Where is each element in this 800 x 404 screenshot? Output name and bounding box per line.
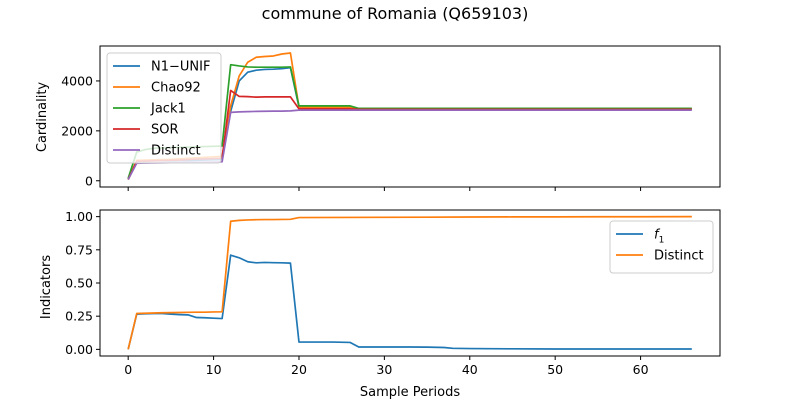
x-tick-label: 30 <box>376 362 392 377</box>
x-tick-label: 60 <box>633 362 649 377</box>
y-tick-label: 2000 <box>61 123 93 138</box>
legend-label-jack1: Jack1 <box>150 102 186 117</box>
indicators-panel: 0 10 20 30 40 50 60 0.00 0.25 0.50 0.75 1.00 Indicat… <box>39 209 721 400</box>
series-line-distinct <box>127 215 692 350</box>
x-tick-label: 40 <box>462 362 478 377</box>
legend: f1 Distinct <box>609 220 714 274</box>
y-tick-label: 1.00 <box>65 209 93 224</box>
x-axis-label: Sample Periods <box>360 385 460 400</box>
y-tick-label: 0.25 <box>65 309 93 324</box>
y-tick-label: 0.50 <box>65 276 93 291</box>
series-line-f1 <box>127 254 692 350</box>
cardinality-panel: 0 2000 4000 Cardinality N1−UNIF Chao92 Jack1 SO… <box>35 45 721 191</box>
x-tick-label: 10 <box>206 362 222 377</box>
y-axis-label: Indicators <box>39 255 54 319</box>
axes-frame <box>99 45 721 188</box>
legend-label-f1: f1 <box>654 228 664 246</box>
x-tick-label: 20 <box>291 362 307 377</box>
y-tick-label: 0 <box>85 173 93 188</box>
legend-label-chao92: Chao92 <box>151 81 201 96</box>
legend-frame <box>609 220 714 274</box>
legend-frame <box>106 52 222 164</box>
x-tick-label: 0 <box>124 362 132 377</box>
x-tick-label: 50 <box>547 362 563 377</box>
legend-label-distinct: Distinct <box>654 249 704 264</box>
figure-title: commune of Romania (Q659103) <box>262 4 529 23</box>
y-tick-label: 0.00 <box>65 342 93 357</box>
y-tick-label: 4000 <box>61 73 93 88</box>
legend: N1−UNIF Chao92 Jack1 SOR Distinct <box>106 52 222 164</box>
y-tick-label: 0.75 <box>65 242 93 257</box>
y-axis-label: Cardinality <box>35 82 50 153</box>
legend-label-distinct: Distinct <box>151 144 201 159</box>
legend-label-n1-unif: N1−UNIF <box>151 60 210 75</box>
legend-label-sor: SOR <box>151 123 179 138</box>
